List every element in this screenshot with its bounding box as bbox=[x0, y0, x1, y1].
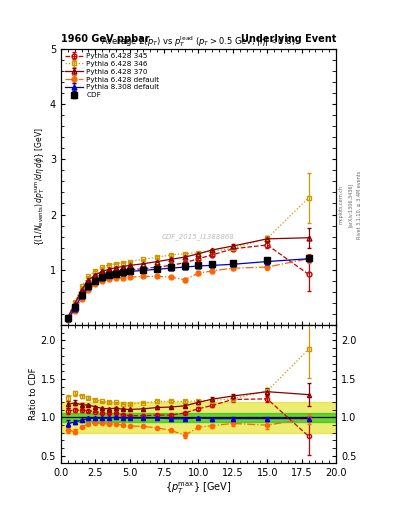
Bar bbox=[61, 413, 336, 422]
Text: Underlying Event: Underlying Event bbox=[241, 33, 336, 44]
Title: Average $\Sigma(p_T)$ vs $p_T^{\rm lead}$ $(p_T > 0.5$ GeV, $|\eta| < 0.8)$: Average $\Sigma(p_T)$ vs $p_T^{\rm lead}… bbox=[101, 34, 296, 49]
Y-axis label: $\{(1/N_{\rm events})\, dp_T^{\rm sum}/d\eta\, d\phi\}$ [GeV]: $\{(1/N_{\rm events})\, dp_T^{\rm sum}/d… bbox=[33, 127, 47, 246]
Text: mcplots.cern.ch: mcplots.cern.ch bbox=[339, 185, 344, 224]
Text: [arXiv:1306.3436]: [arXiv:1306.3436] bbox=[348, 183, 353, 227]
Text: CDF_2015_I1388868: CDF_2015_I1388868 bbox=[162, 233, 235, 240]
Legend: Pythia 6.428 345, Pythia 6.428 346, Pythia 6.428 370, Pythia 6.428 default, Pyth: Pythia 6.428 345, Pythia 6.428 346, Pyth… bbox=[64, 52, 161, 100]
Text: Rivet 3.1.10, ≥ 3.4M events: Rivet 3.1.10, ≥ 3.4M events bbox=[357, 170, 362, 239]
Y-axis label: Ratio to CDF: Ratio to CDF bbox=[29, 368, 38, 420]
Text: 1960 GeV ppbar: 1960 GeV ppbar bbox=[61, 33, 150, 44]
Bar bbox=[61, 402, 336, 433]
X-axis label: $\{p_T^{\rm max}\}$ [GeV]: $\{p_T^{\rm max}\}$ [GeV] bbox=[165, 481, 232, 497]
